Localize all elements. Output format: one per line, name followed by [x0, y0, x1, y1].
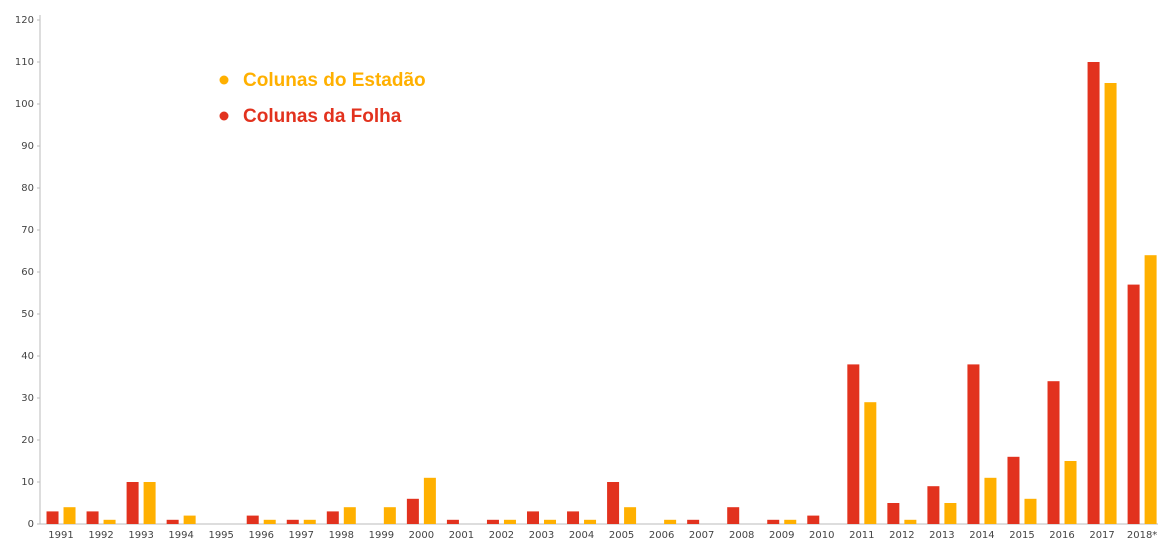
bar: [166, 519, 179, 524]
bar: [927, 486, 940, 524]
bar: [86, 511, 99, 524]
bar: [807, 515, 820, 524]
bar: [383, 507, 396, 524]
bar: [503, 519, 516, 524]
x-tick-label: 2000: [409, 530, 434, 540]
y-tick-label: 20: [21, 435, 34, 446]
x-tick-label: 2006: [649, 530, 674, 540]
y-tick-label: 70: [21, 225, 34, 236]
bar: [446, 519, 459, 524]
x-tick-label: 1998: [329, 530, 354, 540]
y-tick-label: 0: [28, 519, 34, 530]
y-tick-label: 120: [15, 15, 34, 26]
x-tick-label: 2005: [609, 530, 634, 540]
x-tick-label: 2016: [1049, 530, 1074, 540]
bar: [1087, 62, 1100, 524]
bar: [1024, 498, 1037, 524]
x-tick-label: 2004: [569, 530, 594, 540]
x-tick-label: 2009: [769, 530, 794, 540]
x-tick-label: 2010: [809, 530, 834, 540]
x-tick-label: 2008: [729, 530, 754, 540]
bar: [847, 364, 860, 524]
bar: [143, 482, 156, 524]
bar: [527, 511, 539, 524]
bar: [486, 519, 499, 524]
bar: [967, 364, 980, 524]
legend-marker: [219, 111, 229, 121]
x-tick-label: 2012: [889, 530, 914, 540]
y-tick-label: 80: [21, 183, 34, 194]
bar: [984, 477, 997, 524]
bar: [406, 498, 419, 524]
x-tick-label: 1999: [369, 530, 394, 540]
bar: [1007, 456, 1020, 524]
legend-label: Colunas do Estadão: [243, 70, 426, 91]
bar: [263, 519, 276, 524]
y-tick-label: 30: [21, 393, 34, 404]
bar: [46, 511, 59, 524]
y-tick-label: 100: [15, 99, 34, 110]
y-tick-label: 90: [21, 141, 34, 152]
x-tick-label: 2007: [689, 530, 714, 540]
x-tick-label: 1995: [208, 530, 233, 540]
legend-marker: [219, 75, 229, 85]
bar: [246, 515, 259, 524]
x-tick-label: 2014: [969, 530, 994, 540]
bar: [1064, 461, 1077, 524]
x-tick-label: 2015: [1009, 530, 1034, 540]
x-tick-label: 2017: [1089, 530, 1114, 540]
x-tick-label: 1993: [128, 530, 153, 540]
bar: [126, 482, 139, 524]
bar: [607, 482, 620, 524]
bar: [303, 519, 316, 524]
bar: [687, 519, 700, 524]
bar: [727, 507, 740, 524]
x-tick-label: 2018*: [1127, 530, 1157, 540]
bar: [887, 503, 900, 524]
bar: [664, 519, 677, 524]
bar: [784, 519, 797, 524]
bar: [864, 402, 877, 524]
y-tick-label: 10: [21, 477, 34, 488]
bar: [767, 519, 780, 524]
bar: [944, 503, 957, 524]
bar: [423, 477, 436, 524]
y-tick-label: 60: [21, 267, 34, 278]
x-tick-label: 1991: [48, 530, 73, 540]
x-tick-label: 2001: [449, 530, 474, 540]
x-tick-label: 1997: [289, 530, 314, 540]
bar: [286, 519, 299, 524]
bar: [1127, 284, 1140, 524]
bar: [904, 519, 917, 524]
bar: [326, 511, 339, 524]
bar: [183, 515, 196, 524]
bar: [624, 507, 637, 524]
y-tick-label: 40: [21, 351, 34, 362]
bar: [544, 519, 556, 524]
bar: [343, 507, 356, 524]
bar: [1104, 83, 1117, 524]
x-tick-label: 2011: [849, 530, 874, 540]
bar: [1144, 255, 1157, 524]
y-tick-label: 110: [15, 57, 34, 68]
bar: [1047, 381, 1060, 524]
bar: [63, 507, 76, 524]
x-tick-label: 2013: [929, 530, 954, 540]
y-tick-label: 50: [21, 309, 34, 320]
bar: [103, 519, 116, 524]
x-tick-label: 1996: [248, 530, 273, 540]
legend-label: Colunas da Folha: [243, 106, 402, 127]
x-tick-label: 1992: [88, 530, 113, 540]
x-tick-label: 2003: [529, 530, 554, 540]
x-tick-label: 2002: [489, 530, 514, 540]
x-tick-label: 1994: [168, 530, 193, 540]
bar: [567, 511, 580, 524]
bar: [584, 519, 597, 524]
